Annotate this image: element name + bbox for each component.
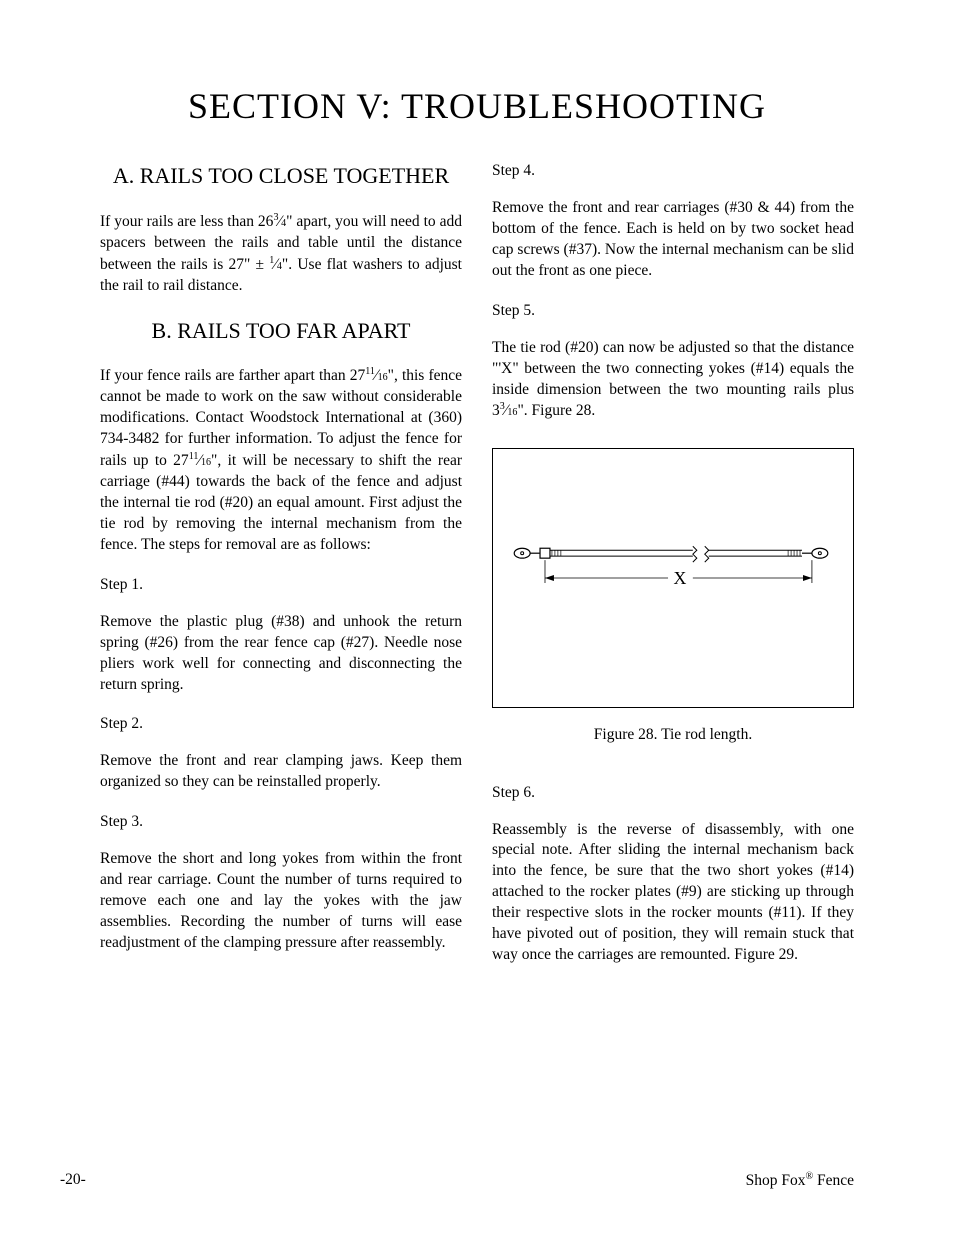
- text: ". Figure 28.: [517, 403, 595, 420]
- fraction-num: 3: [273, 212, 278, 223]
- right-column: Step 4. Remove the front and rear carria…: [492, 162, 854, 986]
- dimension-label: X: [673, 567, 686, 587]
- step-1-body: Remove the plastic plug (#38) and unhook…: [100, 612, 462, 696]
- fraction-num: 1: [269, 255, 274, 266]
- fraction-den: 16: [378, 372, 388, 383]
- registered-mark: ®: [805, 1171, 813, 1182]
- fraction-num: 3: [500, 401, 505, 412]
- section-a-body: If your rails are less than 263⁄4" apart…: [100, 211, 462, 297]
- section-a-heading: A. RAILS TOO CLOSE TOGETHER: [100, 162, 462, 191]
- step-3-label: Step 3.: [100, 813, 462, 831]
- step-2-label: Step 2.: [100, 715, 462, 733]
- step-5-body: The tie rod (#20) can now be adjusted so…: [492, 338, 854, 423]
- fraction-num: 11: [365, 366, 375, 377]
- figure-28-caption: Figure 28. Tie rod length.: [492, 726, 854, 744]
- tie-rod-svg: X: [493, 449, 853, 707]
- fraction-num: 11: [189, 451, 199, 462]
- step-2-body: Remove the front and rear clamping jaws.…: [100, 751, 462, 793]
- page-number: -20-: [60, 1171, 86, 1190]
- step-6-body: Reassembly is the reverse of disassembly…: [492, 820, 854, 966]
- fraction-den: 16: [201, 457, 211, 468]
- text: Fence: [813, 1172, 854, 1189]
- step-6-label: Step 6.: [492, 784, 854, 802]
- fraction-den: 16: [507, 408, 517, 419]
- step-5-label: Step 5.: [492, 302, 854, 320]
- section-b-heading: B. RAILS TOO FAR APART: [100, 317, 462, 346]
- document-name: Shop Fox® Fence: [746, 1171, 854, 1190]
- page-footer: -20- Shop Fox® Fence: [60, 1171, 854, 1190]
- content-columns: A. RAILS TOO CLOSE TOGETHER If your rail…: [100, 162, 854, 986]
- text: If your fence rails are farther apart th…: [100, 367, 365, 384]
- step-4-label: Step 4.: [492, 162, 854, 180]
- step-4-body: Remove the front and rear carriages (#30…: [492, 198, 854, 282]
- text: Shop Fox: [746, 1172, 806, 1189]
- step-3-body: Remove the short and long yokes from wit…: [100, 849, 462, 954]
- step-1-label: Step 1.: [100, 576, 462, 594]
- page-title: SECTION V: TROUBLESHOOTING: [100, 85, 854, 127]
- left-column: A. RAILS TOO CLOSE TOGETHER If your rail…: [100, 162, 462, 986]
- figure-28-diagram: X: [492, 448, 854, 708]
- section-b-intro: If your fence rails are farther apart th…: [100, 365, 462, 556]
- text: If your rails are less than 26: [100, 213, 273, 230]
